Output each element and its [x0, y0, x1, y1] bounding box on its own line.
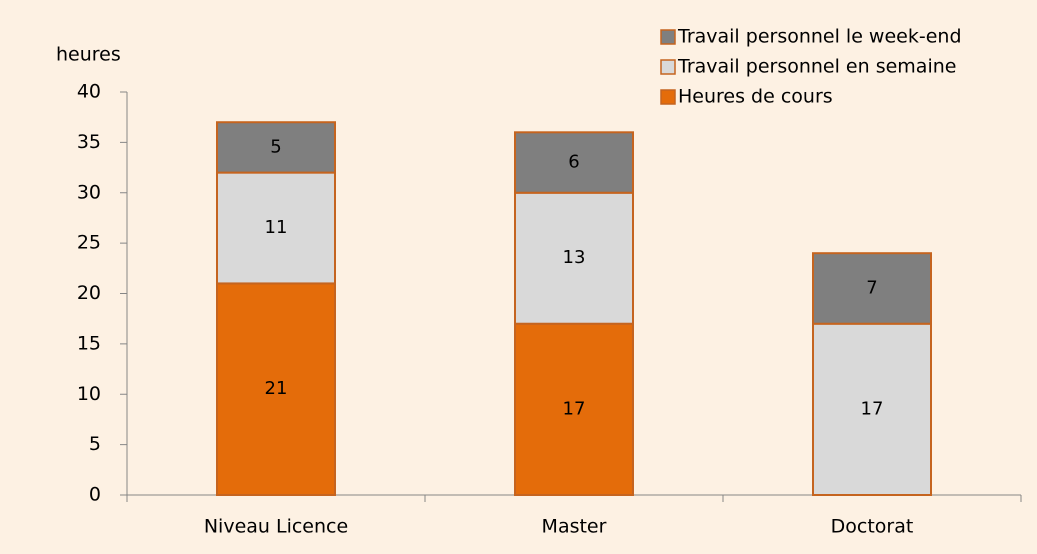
data-label: 11: [265, 217, 288, 238]
y-tick-label: 40: [77, 81, 101, 103]
legend-swatch: [660, 59, 676, 75]
legend-label: Travail personnel en semaine: [677, 56, 956, 78]
legend-label: Travail personnel le week-end: [677, 26, 962, 48]
legend-swatch: [660, 29, 676, 45]
y-tick-label: 15: [77, 332, 101, 354]
y-tick-label: 25: [77, 232, 101, 254]
bar-segment: [514, 191, 634, 325]
data-label: 7: [866, 277, 877, 298]
data-label: 21: [265, 378, 288, 399]
data-label: 6: [568, 152, 579, 173]
y-tick-label: 30: [77, 181, 101, 203]
legend-swatch: [660, 89, 676, 105]
data-label: 17: [563, 398, 586, 419]
y-tick-label: 10: [77, 383, 101, 405]
x-tick-label: Master: [542, 516, 607, 538]
data-label: 17: [861, 398, 884, 419]
bar-segment: [514, 131, 634, 194]
y-tick-label: 20: [77, 282, 101, 304]
legend-label: Heures de cours: [678, 86, 833, 108]
x-tick-label: Niveau Licence: [204, 516, 348, 538]
bar-segment: [812, 252, 932, 325]
y-tick-label: 35: [77, 131, 101, 153]
data-label: 5: [270, 136, 281, 157]
bar-segment: [812, 322, 932, 496]
bar-segment: [514, 322, 634, 496]
x-tick-label: Doctorat: [831, 516, 914, 538]
y-axis-label: heures: [56, 44, 121, 66]
y-tick-label: 5: [89, 433, 101, 455]
bar-segment: [216, 121, 336, 174]
data-label: 13: [563, 247, 586, 268]
y-tick-label: 0: [89, 484, 101, 506]
